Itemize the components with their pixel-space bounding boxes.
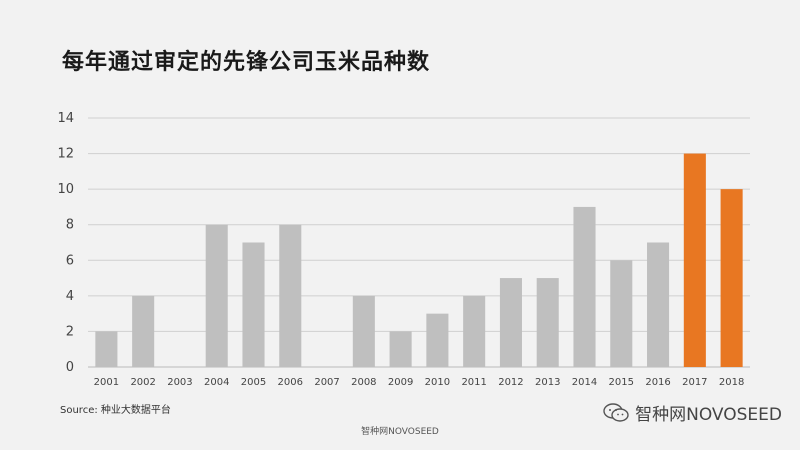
watermark-right: 智种网NOVOSEED <box>603 400 782 425</box>
bar-2017 <box>683 153 706 367</box>
bar-2011 <box>463 295 486 367</box>
x-tick-label: 2010 <box>425 377 450 388</box>
y-tick-label: 2 <box>66 324 74 339</box>
y-tick-label: 14 <box>57 111 74 126</box>
bar-2010 <box>426 313 449 367</box>
y-tick-label: 6 <box>66 253 74 268</box>
y-tick-label: 10 <box>57 182 74 197</box>
bar-2013 <box>536 278 559 367</box>
bar-2018 <box>720 189 743 367</box>
wechat-icon <box>603 402 629 422</box>
watermark-center: 智种网NOVOSEED <box>361 427 439 437</box>
y-tick-label: 12 <box>57 147 74 162</box>
x-tick-label: 2002 <box>130 377 155 388</box>
bar-2009 <box>389 331 412 367</box>
bar-2006 <box>279 224 302 367</box>
x-tick-label: 2017 <box>682 377 707 388</box>
grid-lines <box>88 117 750 368</box>
chart-title: 每年通过审定的先锋公司玉米品种数 <box>62 50 431 75</box>
x-tick-label: 2011 <box>461 377 486 388</box>
x-tick-label: 2006 <box>278 377 303 388</box>
bar-2002 <box>132 295 155 367</box>
bar-2015 <box>610 260 633 367</box>
bar-2014 <box>573 206 596 367</box>
bar-2005 <box>242 242 265 367</box>
x-tick-label: 2007 <box>314 377 339 388</box>
x-tick-label: 2008 <box>351 377 376 388</box>
x-tick-label: 2004 <box>204 377 229 388</box>
x-axis-ticks: 2001 2002 2003 2004 2005 2006 2007 2008 2009 2010… <box>94 377 745 388</box>
bar-2001 <box>95 331 118 367</box>
bars <box>95 153 743 367</box>
x-tick-label: 2016 <box>645 377 670 388</box>
bar-2012 <box>499 278 522 367</box>
bar-2016 <box>647 242 670 367</box>
bar-2004 <box>205 224 228 367</box>
x-tick-label: 2005 <box>241 377 266 388</box>
y-tick-label: 0 <box>66 360 74 375</box>
x-tick-label: 2012 <box>498 377 523 388</box>
x-tick-label: 2009 <box>388 377 413 388</box>
x-tick-label: 2003 <box>167 377 192 388</box>
source-note: Source: 种业大数据平台 <box>60 405 171 416</box>
x-tick-label: 2014 <box>572 377 597 388</box>
y-tick-label: 4 <box>66 289 74 304</box>
y-axis-ticks: 0 2 4 6 8 10 12 14 <box>57 111 74 375</box>
x-tick-label: 2015 <box>609 377 634 388</box>
y-tick-label: 8 <box>66 218 74 233</box>
x-tick-label: 2018 <box>719 377 744 388</box>
bar-2008 <box>352 295 375 367</box>
x-tick-label: 2013 <box>535 377 560 388</box>
x-tick-label: 2001 <box>94 377 119 388</box>
watermark-right-text: 智种网NOVOSEED <box>635 405 782 425</box>
